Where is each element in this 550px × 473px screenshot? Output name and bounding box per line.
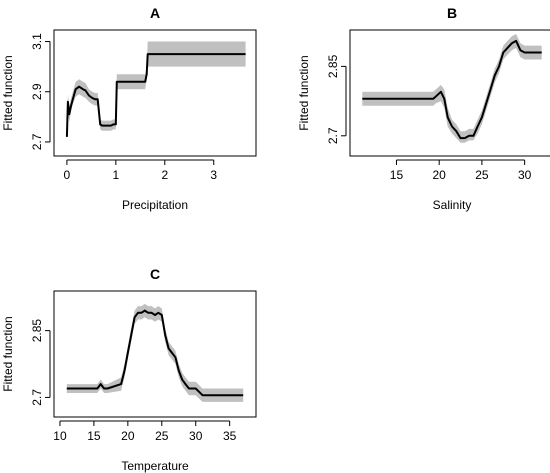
x-tick-label: 0 — [64, 168, 71, 182]
panel-b: 15 20 25 30 2.7 2.85 B Salinity Fitted function — [297, 5, 550, 212]
x-tick-label: 30 — [518, 168, 532, 182]
y-axis-label: Fitted function — [1, 316, 15, 391]
chart-title: A — [150, 5, 160, 21]
x-tick-label: 20 — [121, 429, 135, 443]
y-tick-label: 2.7 — [30, 389, 44, 406]
panel-a: 0 1 2 3 2.7 2.9 3.1 A Precipitation Fitted functi… — [1, 5, 257, 212]
y-tick-label: 3.1 — [30, 33, 44, 50]
y-tick-label: 2.7 — [326, 127, 340, 144]
confidence-band — [66, 41, 246, 142]
x-tick-label: 30 — [189, 429, 203, 443]
y-axis-label: Fitted function — [1, 55, 15, 130]
y-tick-label: 2.9 — [30, 83, 44, 100]
y-tick-label: 2.7 — [30, 133, 44, 150]
y-tick-label: 2.85 — [30, 319, 44, 343]
fitted-function-line — [66, 309, 244, 397]
chart-title: B — [447, 5, 457, 21]
x-tick-label: 15 — [87, 429, 101, 443]
y-tick-label: 2.85 — [326, 54, 340, 78]
x-tick-label: 20 — [433, 168, 447, 182]
x-tick-label: 1 — [112, 168, 119, 182]
x-axis-label: Temperature — [121, 459, 189, 473]
x-tick-label: 10 — [53, 429, 67, 443]
x-tick-label: 25 — [155, 429, 169, 443]
x-tick-label: 15 — [390, 168, 404, 182]
confidence-band — [66, 303, 244, 402]
chart-title: C — [150, 266, 160, 282]
plot-frame — [349, 29, 550, 157]
x-tick-label: 25 — [475, 168, 489, 182]
panel-c: 10 15 20 25 30 35 2.7 2.85 C Temperature Fitted fu… — [1, 266, 257, 473]
x-tick-label: 3 — [210, 168, 217, 182]
plot-frame — [53, 29, 257, 157]
fitted-function-line — [362, 39, 542, 140]
x-axis-label: Precipitation — [122, 198, 188, 212]
confidence-band — [362, 34, 542, 143]
y-axis-label: Fitted function — [297, 55, 311, 130]
x-tick-label: 35 — [223, 429, 237, 443]
x-tick-label: 2 — [161, 168, 168, 182]
x-axis-label: Salinity — [433, 198, 472, 212]
fitted-function-line — [65, 53, 246, 137]
plot-frame — [53, 290, 257, 418]
